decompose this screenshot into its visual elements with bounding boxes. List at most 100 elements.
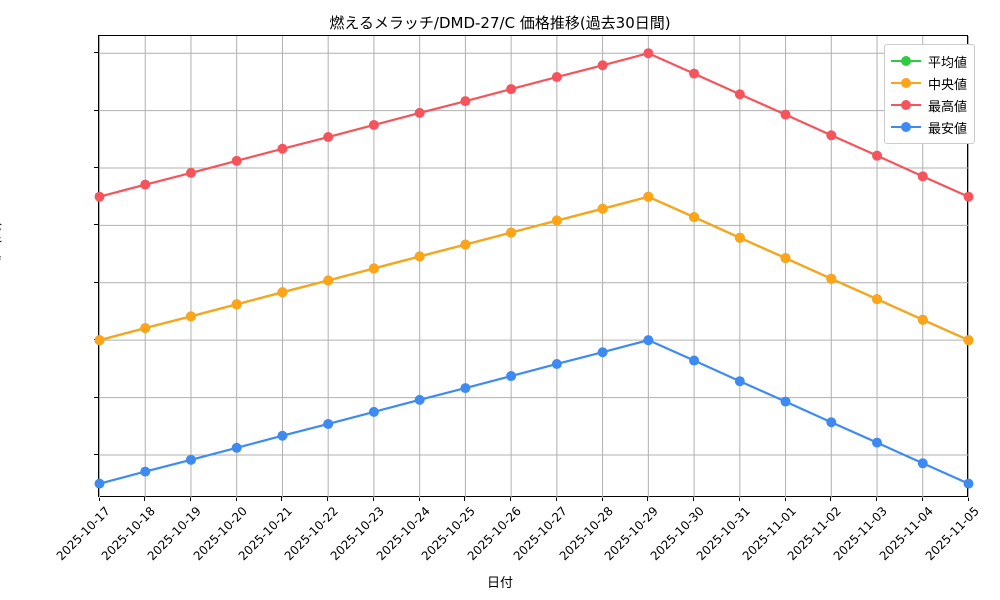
grid-lines [99, 36, 969, 498]
x-tick-mark [235, 497, 237, 501]
x-tick-mark [738, 497, 740, 501]
data-point-marker [277, 287, 288, 298]
data-point-marker [368, 119, 379, 130]
data-point-marker [780, 396, 791, 407]
data-point-marker [231, 155, 242, 166]
data-point-marker [323, 275, 334, 286]
x-tick-mark [555, 497, 557, 501]
data-point-marker [185, 167, 196, 178]
data-point-marker [963, 335, 974, 346]
data-point-marker [185, 311, 196, 322]
data-point-marker [94, 191, 105, 202]
y-tick-mark [94, 224, 98, 226]
x-tick-mark [647, 497, 649, 501]
data-point-marker [597, 203, 608, 214]
data-series-layer [94, 48, 974, 489]
data-point-marker [689, 212, 700, 223]
data-point-marker [506, 227, 517, 238]
x-tick-mark [510, 497, 512, 501]
data-point-marker [734, 232, 745, 243]
data-point-marker [460, 383, 471, 394]
data-point-marker [551, 72, 562, 83]
data-point-marker [643, 335, 654, 346]
data-point-marker [689, 68, 700, 79]
data-point-marker [140, 179, 151, 190]
x-tick-mark [921, 497, 923, 501]
data-point-marker [231, 442, 242, 453]
chart-title: 燃えるメラッチ/DMD-27/C 価格推移(過去30日間) [329, 14, 671, 32]
data-point-marker [643, 191, 654, 202]
legend-label: 中央値 [928, 77, 968, 93]
data-point-marker [872, 150, 883, 161]
data-point-marker [826, 273, 837, 284]
y-tick-mark [94, 167, 98, 168]
data-point-marker [368, 406, 379, 417]
x-tick-mark [830, 497, 832, 501]
x-tick-mark [327, 497, 329, 501]
x-tick-mark [144, 497, 146, 501]
data-point-marker [140, 466, 151, 477]
y-tick-mark [94, 52, 98, 54]
x-tick-mark [601, 497, 603, 501]
x-tick-mark [876, 497, 878, 501]
data-point-marker [689, 355, 700, 366]
x-tick-mark [98, 497, 100, 501]
series-line [98, 339, 970, 485]
legend-swatch-icon [891, 76, 921, 90]
x-tick-mark [693, 497, 695, 501]
data-point-marker [368, 263, 379, 274]
y-tick-mark [94, 281, 98, 283]
data-point-marker [414, 394, 425, 405]
series-line [98, 52, 970, 198]
x-axis-label: 日付 [486, 576, 513, 591]
data-point-marker [231, 299, 242, 310]
data-point-marker [414, 251, 425, 262]
data-point-marker [551, 358, 562, 369]
x-tick-mark [967, 497, 969, 501]
data-point-marker [643, 48, 654, 59]
plot-area [94, 35, 974, 498]
x-tick-mark [418, 497, 420, 501]
legend-item-4[interactable]: 最安値 [891, 116, 967, 138]
data-point-marker [826, 130, 837, 141]
data-point-marker [780, 253, 791, 264]
data-point-marker [185, 454, 196, 465]
legend-label: 最安値 [928, 121, 968, 137]
data-point-marker [323, 418, 334, 429]
x-tick-mark [189, 497, 191, 501]
data-point-marker [94, 335, 105, 346]
data-point-marker [872, 437, 883, 448]
legend-swatch-icon [891, 54, 921, 68]
data-point-marker [734, 89, 745, 100]
legend-swatch-icon [891, 98, 921, 112]
data-point-marker [277, 430, 288, 441]
data-point-marker [506, 84, 517, 95]
data-point-marker [780, 109, 791, 120]
legend-label: 平均値 [928, 55, 968, 71]
data-point-marker [826, 417, 837, 428]
legend-item-2[interactable]: 中央値 [891, 72, 967, 94]
data-point-marker [597, 60, 608, 71]
legend-item-3[interactable]: 最高値 [891, 94, 967, 116]
legend-swatch-icon [891, 120, 921, 134]
data-point-marker [94, 478, 105, 489]
data-point-marker [917, 458, 928, 469]
legend-item-1[interactable]: 平均値 [891, 50, 967, 72]
legend-label: 最高値 [928, 99, 968, 115]
chart-legend[interactable]: 平均値中央値最高値最安値 [884, 44, 976, 144]
data-point-marker [917, 314, 928, 325]
series-line [98, 195, 970, 342]
series-line [98, 195, 970, 342]
x-tick-mark [784, 497, 786, 501]
data-point-marker [551, 215, 562, 226]
data-point-marker [506, 371, 517, 382]
x-tick-mark [281, 497, 283, 501]
x-tick-mark [464, 497, 466, 501]
data-point-marker [734, 376, 745, 387]
y-tick-mark [94, 396, 98, 398]
data-point-marker [140, 323, 151, 334]
data-point-marker [460, 96, 471, 107]
data-point-marker [460, 239, 471, 250]
data-point-marker [323, 132, 334, 143]
